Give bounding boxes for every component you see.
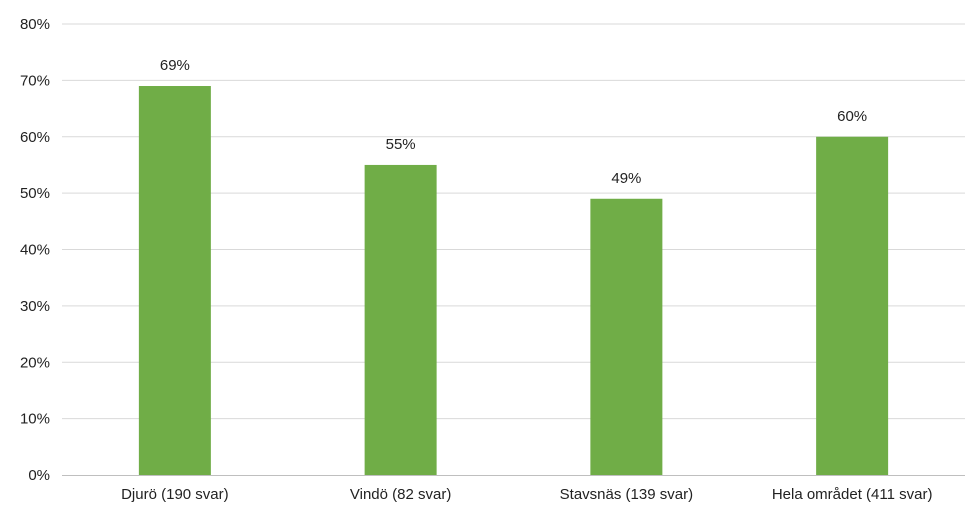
x-tick-label: Stavsnäs (139 svar) [560, 486, 693, 503]
category-labels: Djurö (190 svar) Vindö (82 svar) Stavsnäs … [121, 486, 932, 503]
bars [138, 86, 889, 475]
y-tick-label: 40% [20, 242, 50, 259]
data-label: 49% [611, 170, 641, 187]
data-labels: 69% 55% 49% 60% [160, 57, 867, 187]
data-label: 60% [837, 108, 867, 125]
gridlines [62, 23, 965, 420]
bar [138, 86, 211, 475]
bar [364, 164, 437, 475]
bar [816, 136, 889, 475]
y-tick-label: 30% [20, 298, 50, 315]
y-tick-label: 50% [20, 185, 50, 202]
y-tick-label: 0% [28, 467, 50, 484]
x-tick-label: Hela området (411 svar) [772, 486, 933, 503]
x-tick-label: Djurö (190 svar) [121, 486, 229, 503]
x-tick-label: Vindö (82 svar) [350, 486, 451, 503]
y-tick-label: 80% [20, 16, 50, 33]
y-tick-label: 20% [20, 354, 50, 371]
y-axis-ticks: 0% 10% 20% 30% 40% 50% 60% 70% 80% [20, 16, 50, 484]
y-tick-label: 60% [20, 129, 50, 146]
y-tick-label: 70% [20, 72, 50, 89]
y-tick-label: 10% [20, 411, 50, 428]
data-label: 69% [160, 57, 190, 74]
bar [590, 198, 663, 475]
data-label: 55% [386, 136, 416, 153]
